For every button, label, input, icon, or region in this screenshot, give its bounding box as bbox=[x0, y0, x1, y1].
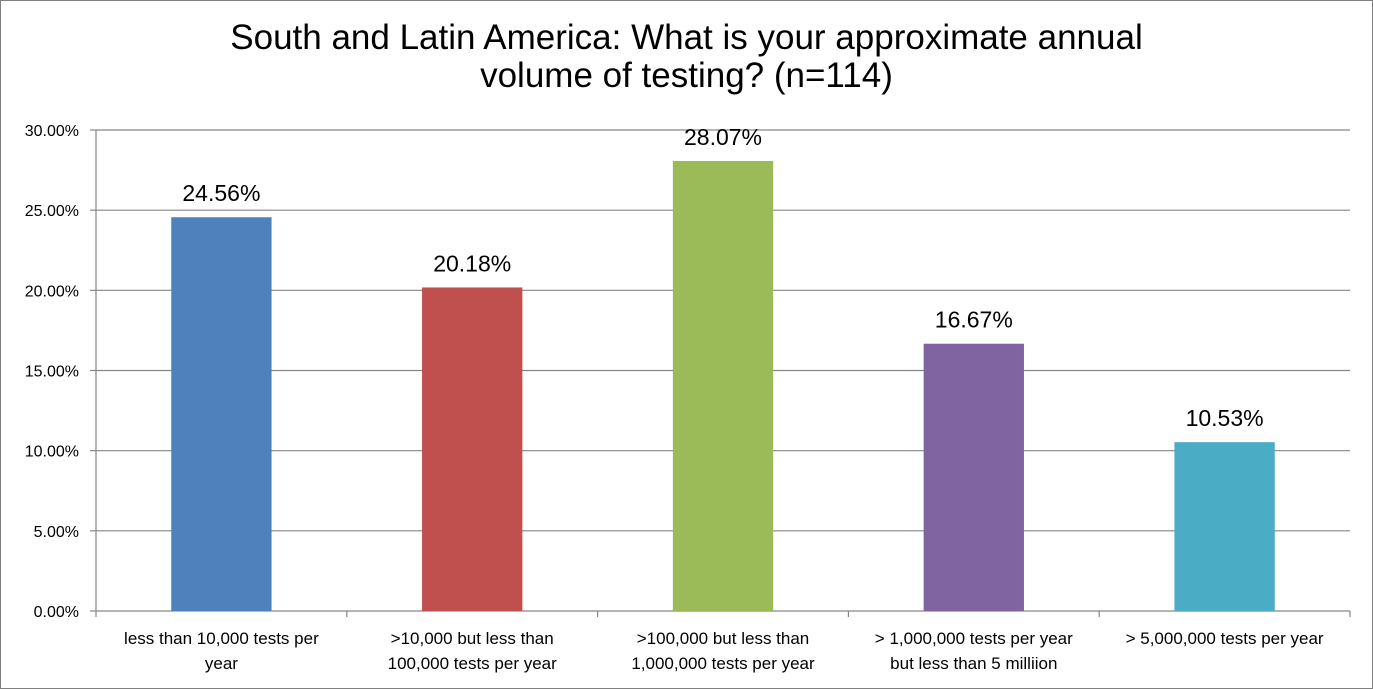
x-category-label: > 5,000,000 tests per year bbox=[1126, 629, 1324, 648]
x-category-label: >10,000 but less than bbox=[391, 629, 554, 648]
x-category-label: less than 10,000 tests per bbox=[124, 629, 319, 648]
y-tick-label: 30.00% bbox=[25, 123, 79, 140]
y-tick-label: 10.00% bbox=[25, 444, 79, 461]
y-tick-label: 5.00% bbox=[34, 524, 79, 541]
x-category-label: year bbox=[205, 654, 238, 673]
data-label: 10.53% bbox=[1186, 405, 1264, 431]
bar bbox=[1174, 442, 1275, 611]
data-label: 28.07% bbox=[684, 124, 762, 150]
x-category-label: 1,000,000 tests per year bbox=[631, 654, 815, 673]
chart-title: South and Latin America: What is your ap… bbox=[1, 19, 1372, 95]
data-label: 16.67% bbox=[935, 307, 1013, 333]
y-tick-label: 20.00% bbox=[25, 283, 79, 300]
x-category-label: > 1,000,000 tests per year bbox=[875, 629, 1073, 648]
data-label: 20.18% bbox=[433, 250, 511, 276]
x-category-label: 100,000 tests per year bbox=[388, 654, 558, 673]
y-tick-label: 0.00% bbox=[34, 604, 79, 621]
x-category-label: but less than 5 milliion bbox=[890, 654, 1057, 673]
chart-title-line-2: volume of testing? (n=114) bbox=[480, 56, 893, 95]
data-label: 24.56% bbox=[182, 180, 260, 206]
bar bbox=[422, 287, 523, 611]
y-tick-label: 25.00% bbox=[25, 203, 79, 220]
bar bbox=[171, 217, 272, 612]
chart-title-line-1: South and Latin America: What is your ap… bbox=[230, 18, 1143, 57]
x-category-label: >100,000 but less than bbox=[637, 629, 810, 648]
bar bbox=[672, 160, 774, 611]
bar bbox=[923, 343, 1024, 611]
y-tick-label: 15.00% bbox=[25, 364, 79, 381]
